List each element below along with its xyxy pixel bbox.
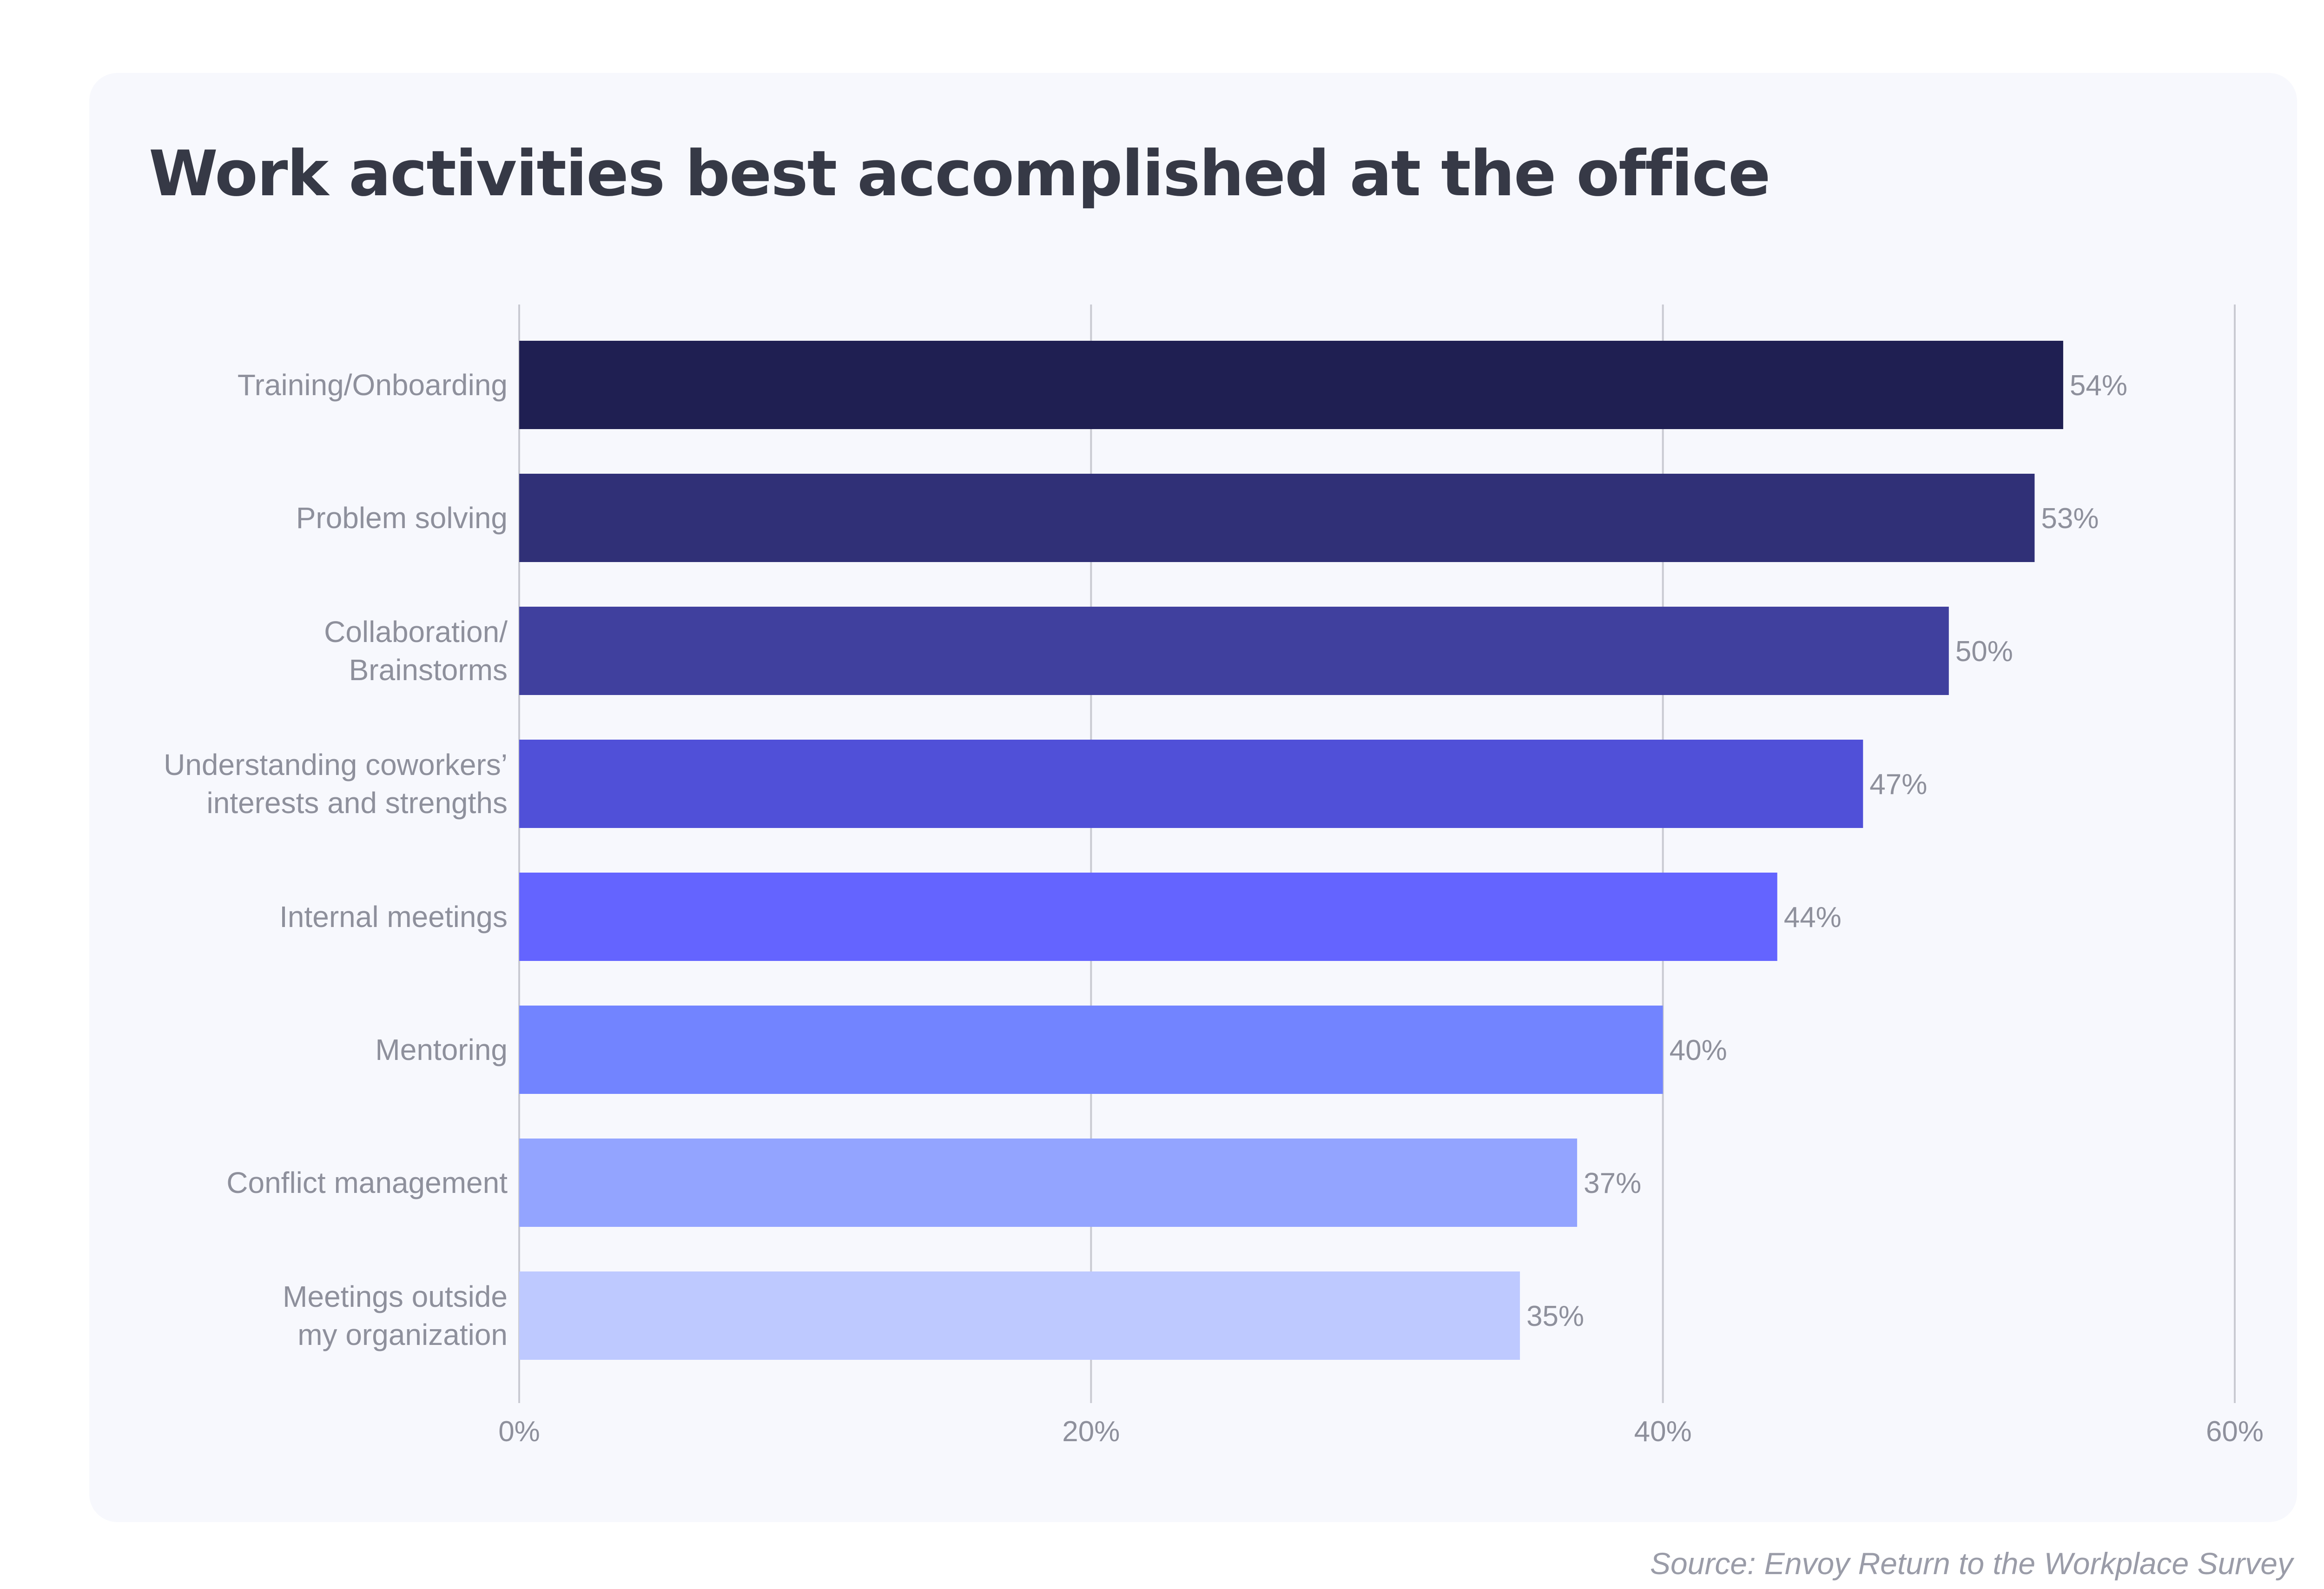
category-label: interests and strengths [207,786,508,820]
x-axis-ticks: 0% 20% 40% 60% [498,1416,2264,1448]
category-label: Brainstorms [349,653,508,687]
chart-title: Work activities best accomplished at the… [149,137,1771,210]
value-label: 35% [1526,1300,1584,1332]
bar-1 [519,341,2063,429]
value-label: 47% [1869,768,1927,801]
bar-2 [519,474,2035,562]
value-labels: 54% 53% 50% 47% 44% 40% 37% 35% [1526,370,2127,1332]
category-label: Training/Onboarding [238,368,508,402]
bar-6 [519,1006,1663,1094]
bar-4 [519,740,1863,828]
source-note: Source: Envoy Return to the Workplace Su… [1650,1546,2293,1581]
category-label: Understanding coworkers’ [164,748,508,781]
bar-3 [519,607,1949,695]
category-label: Collaboration/ [324,615,508,649]
x-tick-label: 20% [1062,1416,1120,1448]
value-label: 44% [1784,901,1842,934]
bar-5 [519,873,1777,961]
x-tick-label: 0% [498,1416,540,1448]
value-label: 37% [1584,1167,1641,1199]
x-tick-label: 40% [1634,1416,1692,1448]
value-label: 40% [1670,1034,1727,1066]
category-label: Problem solving [296,501,508,535]
bars [519,341,2063,1360]
value-label: 50% [1955,636,2013,668]
bar-7 [519,1139,1578,1227]
category-label: Internal meetings [279,900,508,934]
category-label: Mentoring [375,1033,508,1066]
category-label: Meetings outside [283,1280,508,1313]
category-label: my organization [297,1318,508,1351]
category-label: Conflict management [226,1166,508,1199]
category-labels: Training/Onboarding Problem solving Collab… [164,368,508,1351]
bar-8 [519,1271,1520,1360]
x-tick-label: 60% [2206,1416,2264,1448]
value-label: 53% [2041,503,2099,535]
value-label: 54% [2070,370,2127,402]
gridlines [518,305,2236,1403]
